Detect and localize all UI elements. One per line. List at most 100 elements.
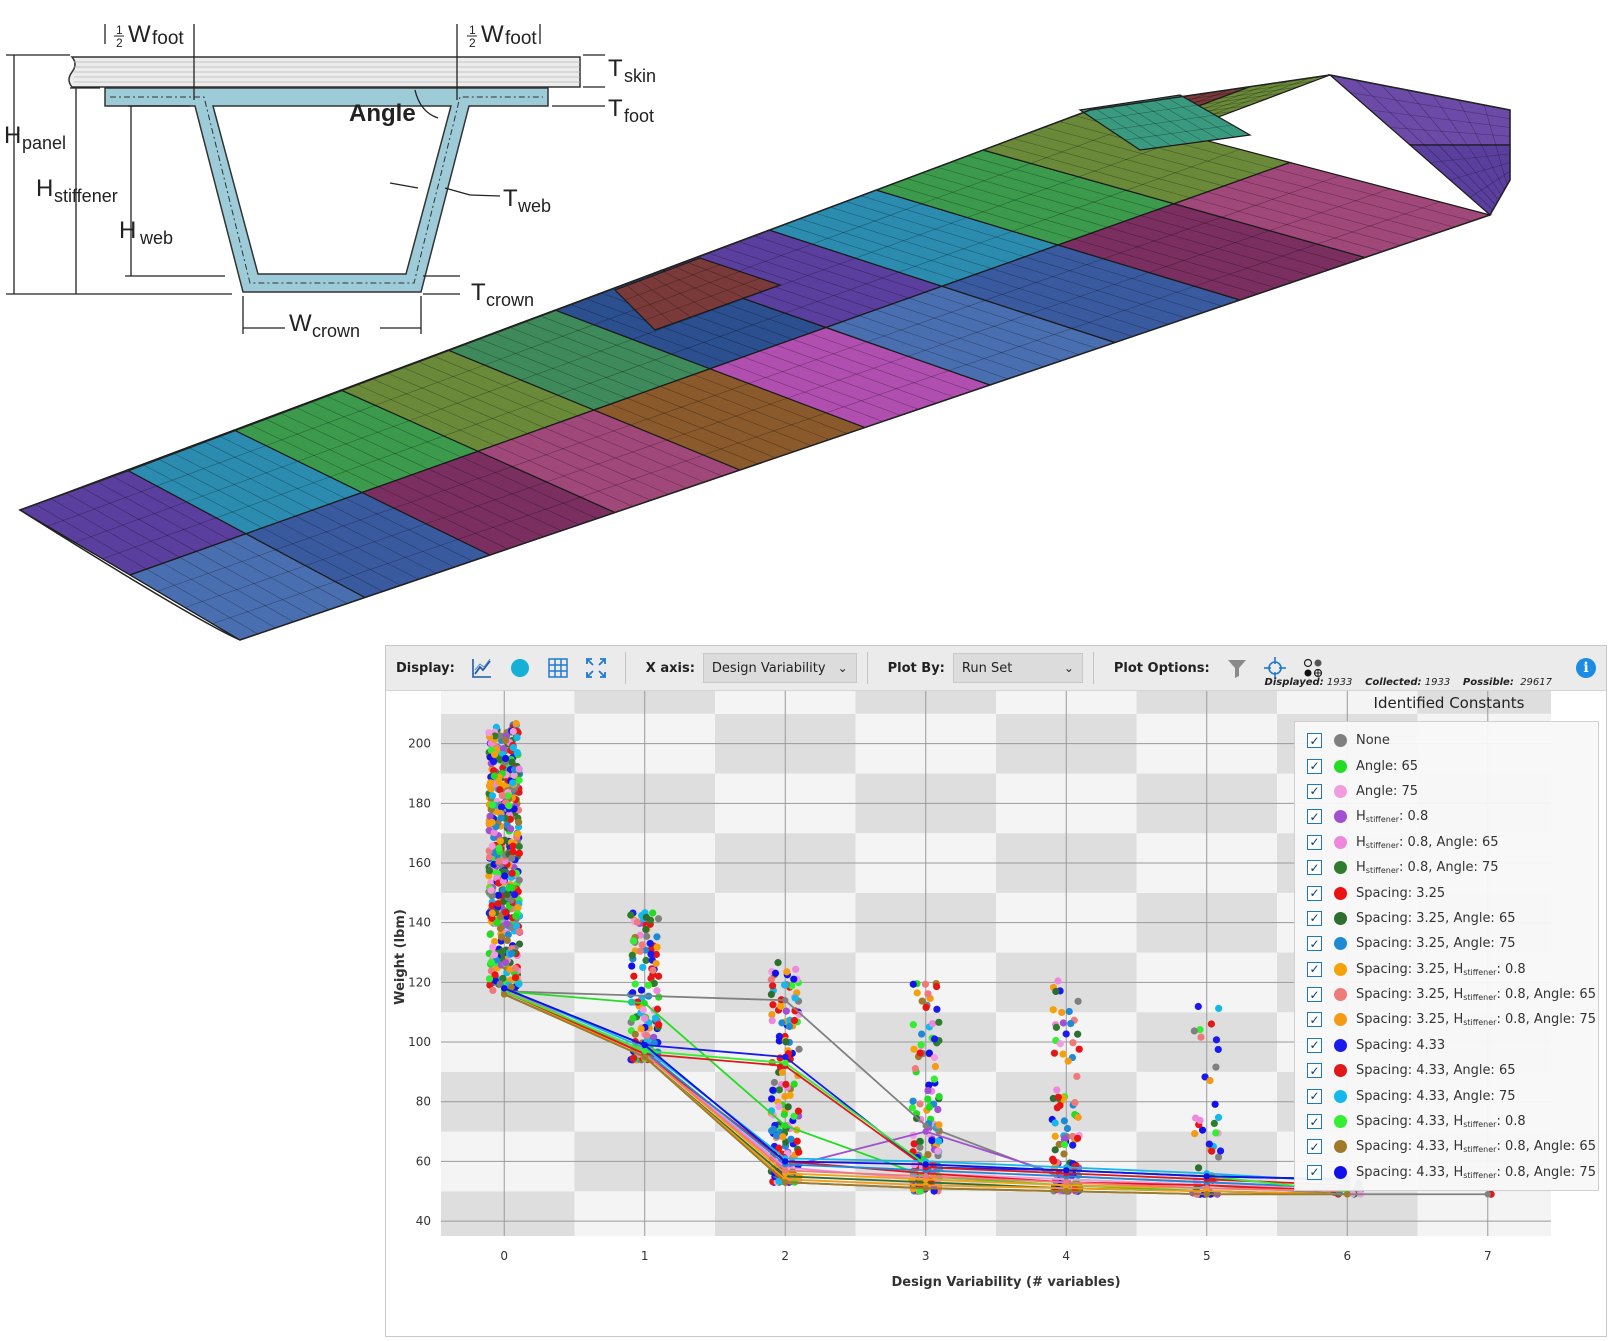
legend-checkbox[interactable]: ✓ xyxy=(1307,860,1322,876)
mesh-line xyxy=(1469,170,1511,198)
xaxis-dropdown[interactable]: Design Variability ⌄ xyxy=(702,653,857,683)
data-point xyxy=(1051,1119,1059,1127)
legend-item[interactable]: ✓ Spacing: 4.33, Hstiffener: 0.8 xyxy=(1295,1109,1598,1134)
mesh-line xyxy=(687,262,763,292)
data-point xyxy=(650,1033,658,1041)
legend-checkbox[interactable]: ✓ xyxy=(1307,936,1322,952)
legend-checkbox[interactable]: ✓ xyxy=(1307,733,1322,749)
data-point xyxy=(650,1039,658,1047)
legend-color-dot xyxy=(1334,810,1347,824)
data-point xyxy=(786,1055,794,1063)
legend-checkbox[interactable]: ✓ xyxy=(1307,885,1322,901)
legend-checkbox[interactable]: ✓ xyxy=(1307,1012,1322,1028)
legend-checkbox[interactable]: ✓ xyxy=(1307,1063,1322,1079)
mesh-line xyxy=(1012,190,1127,232)
mesh-line xyxy=(644,277,761,321)
info-icon[interactable]: i xyxy=(1576,658,1596,678)
mesh-line xyxy=(329,435,444,478)
data-point xyxy=(652,959,660,968)
data-point xyxy=(649,909,657,917)
legend-checkbox[interactable]: ✓ xyxy=(1307,1164,1322,1180)
mesh-line xyxy=(1190,197,1383,252)
legend-item[interactable]: ✓ Spacing: 3.25 xyxy=(1295,880,1598,905)
legend-item[interactable]: ✓ Spacing: 4.33, Hstiffener: 0.8, Angle: … xyxy=(1295,1160,1598,1185)
data-point xyxy=(767,1127,776,1135)
legend-checkbox[interactable]: ✓ xyxy=(1307,758,1322,774)
legend-checkbox[interactable]: ✓ xyxy=(1307,1139,1322,1155)
legend-item[interactable]: ✓ Angle: 75 xyxy=(1295,779,1598,804)
mesh-line xyxy=(203,441,329,505)
legend-color-dot xyxy=(1334,835,1347,849)
wing-fe-model xyxy=(18,73,1511,641)
wing-panel xyxy=(613,257,782,331)
legend-label: Spacing: 3.25, Hstiffener: 0.8 xyxy=(1356,961,1526,977)
legend-item[interactable]: ✓ None xyxy=(1295,728,1598,753)
data-point xyxy=(503,920,511,928)
legend-checkbox[interactable]: ✓ xyxy=(1307,834,1322,850)
legend-checkbox[interactable]: ✓ xyxy=(1307,1088,1322,1104)
mesh-line xyxy=(585,298,744,358)
legend-item[interactable]: ✓ Hstiffener: 0.8 xyxy=(1295,804,1598,829)
legend-item[interactable]: ✓ Spacing: 4.33, Angle: 75 xyxy=(1295,1083,1598,1108)
filter-icon[interactable] xyxy=(1224,655,1250,681)
line-chart-icon[interactable] xyxy=(469,655,495,681)
data-point xyxy=(1063,1124,1072,1133)
data-point xyxy=(795,1045,803,1053)
legend-item[interactable]: ✓ Spacing: 4.33 xyxy=(1295,1033,1598,1058)
legend-item[interactable]: ✓ Hstiffener: 0.8, Angle: 75 xyxy=(1295,855,1598,880)
data-point xyxy=(795,1148,803,1156)
legend-item[interactable]: ✓ Hstiffener: 0.8, Angle: 65 xyxy=(1295,830,1598,855)
data-point xyxy=(786,1091,794,1099)
data-point xyxy=(787,1135,795,1143)
legend-checkbox[interactable]: ✓ xyxy=(1307,1037,1322,1053)
mesh-line xyxy=(1349,92,1511,120)
grid-table-icon[interactable] xyxy=(545,655,571,681)
legend-checkbox[interactable]: ✓ xyxy=(1307,809,1322,825)
mesh-line xyxy=(985,258,1104,301)
legend-color-dot xyxy=(1334,1165,1347,1179)
data-point xyxy=(515,842,523,851)
legend-color-dot xyxy=(1334,1089,1347,1103)
circle-icon[interactable] xyxy=(507,655,533,681)
legend-item[interactable]: ✓ Spacing: 3.25, Hstiffener: 0.8, Angle: … xyxy=(1295,982,1598,1007)
data-point xyxy=(503,890,511,899)
mesh-line xyxy=(1234,80,1315,93)
data-point xyxy=(515,876,523,884)
mesh-line xyxy=(297,420,410,462)
mesh-line xyxy=(212,545,330,610)
legend-item[interactable]: ✓ Spacing: 4.33, Hstiffener: 0.8, Angle: … xyxy=(1295,1134,1598,1159)
legend-item[interactable]: ✓ Spacing: 3.25, Hstiffener: 0.8 xyxy=(1295,957,1598,982)
data-point xyxy=(767,990,775,999)
crosshair-icon[interactable] xyxy=(1262,655,1288,681)
plotby-dropdown[interactable]: Run Set ⌄ xyxy=(952,653,1083,683)
data-point xyxy=(491,750,499,759)
data-point xyxy=(777,1002,785,1010)
mesh-line xyxy=(527,433,669,495)
data-point xyxy=(629,1014,637,1022)
data-point xyxy=(785,1022,794,1031)
series-point xyxy=(922,1122,929,1129)
data-point xyxy=(930,1075,938,1083)
legend-checkbox[interactable]: ✓ xyxy=(1307,1114,1322,1130)
toolbar-separator xyxy=(866,652,868,684)
legend-checkbox[interactable]: ✓ xyxy=(1307,910,1322,926)
legend-item[interactable]: ✓ Spacing: 3.25, Hstiffener: 0.8, Angle: … xyxy=(1295,1007,1598,1032)
data-point xyxy=(505,802,513,810)
legend-item[interactable]: ✓ Spacing: 3.25, Angle: 65 xyxy=(1295,906,1598,931)
data-point xyxy=(933,982,941,991)
legend-checkbox[interactable]: ✓ xyxy=(1307,987,1322,1003)
dots-icon[interactable] xyxy=(1300,655,1326,681)
mesh-line xyxy=(1126,149,1241,191)
expand-icon[interactable] xyxy=(583,655,609,681)
legend-item[interactable]: ✓ Angle: 65 xyxy=(1295,753,1598,778)
legend-item[interactable]: ✓ Spacing: 4.33, Angle: 65 xyxy=(1295,1058,1598,1083)
legend-item[interactable]: ✓ Spacing: 3.25, Angle: 75 xyxy=(1295,931,1598,956)
legend-checkbox[interactable]: ✓ xyxy=(1307,783,1322,799)
data-point xyxy=(910,1045,918,1053)
data-point xyxy=(916,1137,924,1145)
legend-label: Hstiffener: 0.8, Angle: 65 xyxy=(1356,834,1499,850)
hstiffener-sub: stiffener xyxy=(54,186,118,206)
mesh-line xyxy=(218,435,346,499)
mesh-line xyxy=(1071,285,1195,329)
legend-checkbox[interactable]: ✓ xyxy=(1307,961,1322,977)
